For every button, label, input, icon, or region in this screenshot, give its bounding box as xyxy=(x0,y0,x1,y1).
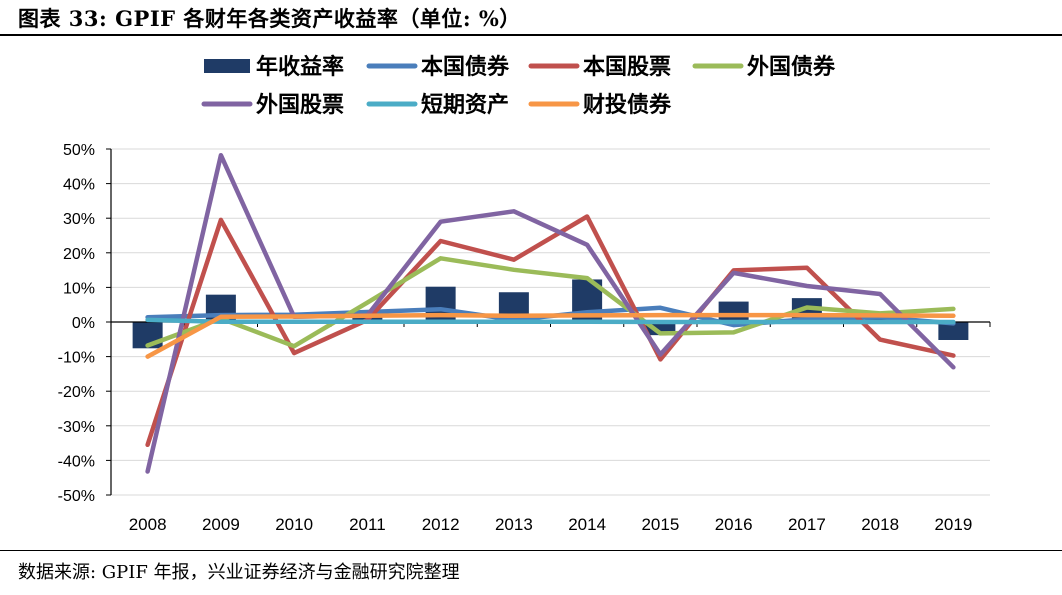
grid-lines xyxy=(111,148,990,496)
x-tick-label: 2017 xyxy=(788,515,826,534)
line-series xyxy=(145,152,956,474)
y-tick-labels: 50% 40% 30% 20% 10% 0% -10% -20% -30% -40% -50% xyxy=(58,142,95,505)
x-tick-labels: 2008 2009 2010 2011 2012 2013 2014 2015 2016 2017… xyxy=(129,515,973,534)
y-tick-label: -20% xyxy=(58,384,95,401)
legend-swatch-bar xyxy=(204,59,250,73)
figure-title: 图表 33: GPIF 各财年各类资产收益率（单位: %） xyxy=(18,6,521,31)
bottom-rule xyxy=(0,550,1062,551)
line-短期资产 xyxy=(145,317,956,325)
x-tick-label: 2013 xyxy=(495,515,533,534)
legend-label: 年收益率 xyxy=(256,54,344,80)
x-tick-label: 2008 xyxy=(129,515,167,534)
x-tick-label: 2015 xyxy=(641,515,679,534)
y-tick-label: -30% xyxy=(58,419,95,436)
line-外国债券 xyxy=(145,256,956,349)
source-note: 数据来源: GPIF 年报，兴业证券经济与金融研究院整理 xyxy=(18,562,460,583)
figure-header: 图表 33: GPIF 各财年各类资产收益率（单位: %） xyxy=(0,0,1062,34)
y-tick-label: -50% xyxy=(58,488,95,505)
legend-label: 财投债券 xyxy=(583,92,672,118)
x-tick-label: 2009 xyxy=(202,515,240,534)
top-rule xyxy=(0,34,1062,36)
x-tick-label: 2018 xyxy=(861,515,899,534)
x-tick-label: 2010 xyxy=(275,515,313,534)
line-本国股票 xyxy=(145,214,956,448)
y-tick-label: 40% xyxy=(63,177,95,194)
y-tick-label: 0% xyxy=(72,315,95,332)
legend-label: 短期资产 xyxy=(421,92,509,118)
x-tick-label: 2016 xyxy=(715,515,753,534)
bar-2016 xyxy=(718,301,749,322)
y-tick-label: 30% xyxy=(63,211,95,228)
y-tick-label: 50% xyxy=(63,142,95,159)
x-tick-label: 2012 xyxy=(422,515,460,534)
legend-label: 本国股票 xyxy=(583,54,671,80)
y-tick-label: 20% xyxy=(63,246,95,263)
y-tick-label: -40% xyxy=(58,453,95,470)
x-tick-label: 2019 xyxy=(934,515,972,534)
line-财投债券 xyxy=(145,312,956,359)
x-tick-label: 2011 xyxy=(349,515,386,534)
legend-label: 本国债券 xyxy=(421,54,510,80)
y-tick-label: 10% xyxy=(63,280,95,297)
legend-label: 外国股票 xyxy=(256,92,344,118)
x-tick-label: 2014 xyxy=(568,515,606,534)
bar-2019 xyxy=(938,322,969,340)
y-tick-label: -10% xyxy=(58,350,95,367)
legend-label: 外国债券 xyxy=(747,54,836,80)
line-外国股票 xyxy=(145,152,956,474)
